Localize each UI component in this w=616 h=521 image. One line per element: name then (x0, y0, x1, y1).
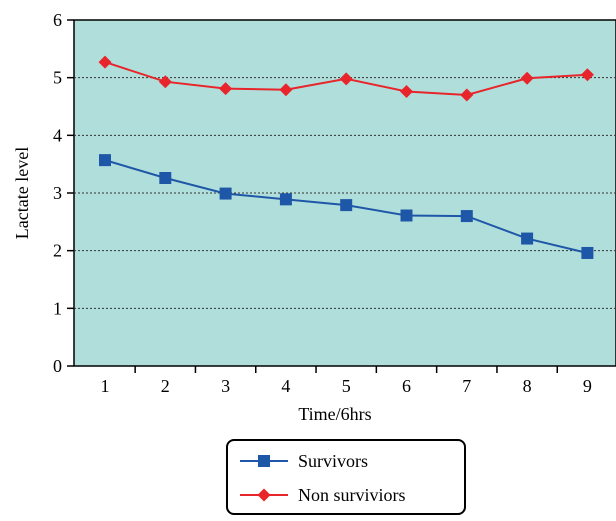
data-point (99, 154, 111, 167)
y-tick-label: 6 (53, 10, 62, 30)
data-point (158, 75, 172, 89)
data-point (219, 187, 232, 200)
data-point (400, 209, 413, 222)
x-tick-label: 5 (342, 376, 351, 396)
x-tick-label: 2 (161, 376, 170, 396)
legend: Survivors Non surviviors (226, 439, 466, 515)
data-point (581, 246, 594, 259)
x-tick-label: 4 (281, 376, 290, 396)
y-tick-label: 0 (53, 356, 62, 376)
axes: 0 1 2 3 4 5 6 1 2 3 4 5 6 7 8 9 (53, 10, 592, 396)
data-point (460, 210, 473, 223)
data-point (279, 83, 293, 97)
x-tick-label: 8 (523, 376, 532, 396)
x-tick-label: 7 (462, 376, 471, 396)
series-layer (98, 55, 594, 259)
data-point (520, 71, 534, 85)
legend-marker-square (258, 455, 270, 467)
y-tick-label: 2 (53, 241, 62, 261)
x-tick-label: 9 (583, 376, 592, 396)
data-point (98, 55, 112, 69)
y-tick-label: 3 (53, 183, 62, 203)
y-tick-label: 1 (53, 298, 62, 318)
y-axis-title: Lactate level (12, 147, 32, 239)
legend-marker-diamond (257, 488, 271, 502)
data-point (460, 88, 474, 102)
x-axis-title: Time/6hrs (298, 404, 371, 424)
data-point (279, 193, 292, 206)
legend-label: Survivors (298, 451, 368, 471)
data-point (521, 232, 534, 245)
y-tick-label: 5 (53, 68, 62, 88)
legend-label: Non surviviors (298, 485, 406, 505)
data-point (580, 68, 594, 82)
data-point (219, 82, 233, 96)
legend-items: Survivors Non surviviors (240, 451, 406, 505)
x-tick-label: 6 (402, 376, 411, 396)
data-point (340, 199, 353, 212)
x-tick-label: 3 (221, 376, 230, 396)
x-tick-label: 1 (101, 376, 110, 396)
data-point (339, 72, 353, 86)
data-point (400, 85, 413, 99)
y-tick-label: 4 (53, 125, 62, 145)
data-point (159, 172, 172, 185)
